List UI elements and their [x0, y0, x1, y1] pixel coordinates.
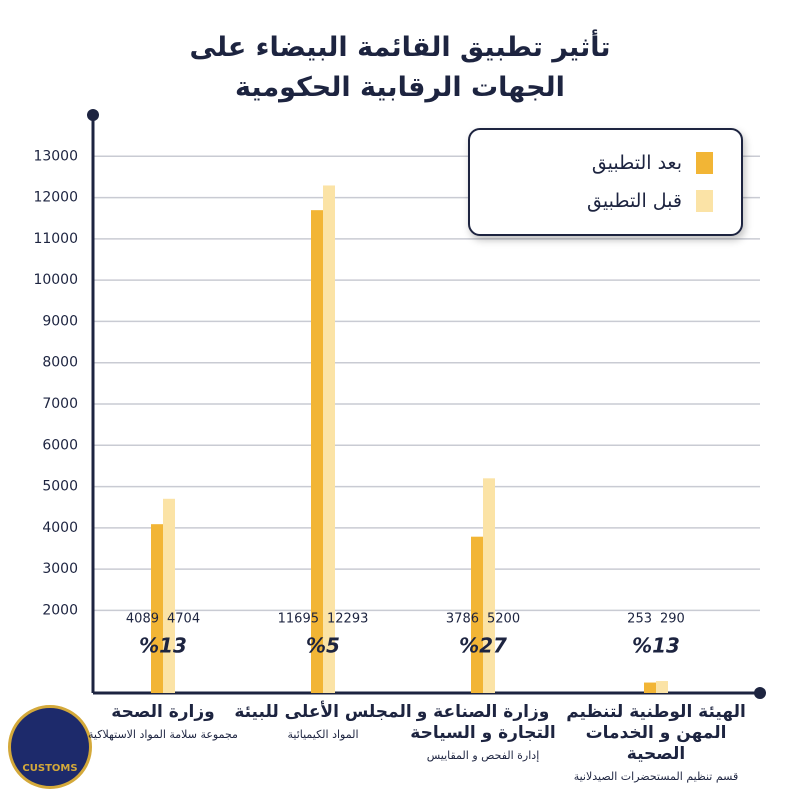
bar	[483, 478, 495, 693]
y-tick-label: 3000	[42, 561, 78, 577]
axis-end	[87, 109, 99, 121]
legend-entry: قبل التطبيق	[587, 186, 713, 216]
y-tick-label: 10000	[33, 272, 78, 288]
x-tick-label: الهيئة الوطنية لتنظيم المهن و الخدمات ال…	[566, 702, 746, 764]
logo-text: CUSTOMS	[22, 763, 78, 774]
x-tick-label: وزارة الصحة	[111, 702, 215, 722]
bar	[163, 498, 175, 693]
legend-label: قبل التطبيق	[587, 190, 682, 212]
y-tick-label: 6000	[42, 437, 78, 453]
percent-label: %13	[632, 634, 680, 658]
category: الهيئة الوطنية لتنظيم المهن و الخدمات ال…	[566, 702, 746, 784]
category: وزارة الصحة مجموعة سلامة المواد الاستهلاك…	[73, 702, 253, 742]
category-note: قسم تنظيم المستحضرات الصيدلانية	[573, 770, 739, 783]
y-tick-label: 12000	[33, 190, 78, 206]
bar	[311, 210, 323, 693]
data-label: 290	[660, 612, 685, 627]
x-tick-label: المجلس الأعلى للبيئة	[234, 702, 412, 722]
data-label: 5200	[487, 612, 520, 627]
category-note: إدارة الفحص و المقاييس	[426, 749, 540, 762]
category-note: المواد الكيميائية	[287, 728, 359, 741]
data-label: 4089	[126, 612, 159, 627]
y-tick-label: 11000	[33, 231, 78, 247]
bar	[644, 682, 656, 693]
y-tick-label: 9000	[42, 313, 78, 329]
y-tick-label: 8000	[42, 355, 78, 371]
y-tick-label: 13000	[33, 148, 78, 164]
bar	[151, 524, 163, 693]
bar	[471, 536, 483, 693]
legend-swatch	[696, 152, 713, 174]
data-label: 253	[627, 612, 652, 627]
y-tick-label: 7000	[42, 396, 78, 412]
legend-entry: بعد التطبيق	[592, 148, 713, 178]
category: وزارة الصناعة و التجارة و السياحة إدارة ا…	[393, 702, 573, 763]
title-line: الجهات الرقابية الحكومية	[235, 72, 565, 103]
data-label: 3786	[446, 612, 479, 627]
percent-label: %5	[306, 634, 340, 658]
data-label: 11695	[278, 612, 319, 627]
bar	[323, 185, 335, 693]
logo: CUSTOMS	[8, 705, 92, 789]
y-tick-label: 4000	[42, 520, 78, 536]
axis-end	[754, 687, 766, 699]
chart-title: تأثير تطبيق القائمة البيضاء على الجهات ا…	[100, 28, 700, 108]
percent-label: %13	[139, 634, 187, 658]
category: المجلس الأعلى للبيئة المواد الكيميائية	[233, 702, 413, 742]
data-label: 4704	[167, 612, 200, 627]
x-tick-label: وزارة الصناعة و التجارة و السياحة	[410, 702, 556, 743]
bar	[656, 681, 668, 693]
category-note: مجموعة سلامة المواد الاستهلاكية	[88, 728, 238, 741]
percent-label: %27	[459, 634, 507, 658]
title-line: تأثير تطبيق القائمة البيضاء على	[189, 32, 611, 63]
legend-swatch	[696, 190, 713, 212]
legend-label: بعد التطبيق	[591, 152, 682, 174]
y-tick-label: 5000	[42, 479, 78, 495]
data-label: 12293	[327, 612, 368, 627]
y-tick-label: 2000	[42, 602, 78, 618]
legend: بعد التطبيق قبل التطبيق	[468, 128, 743, 236]
